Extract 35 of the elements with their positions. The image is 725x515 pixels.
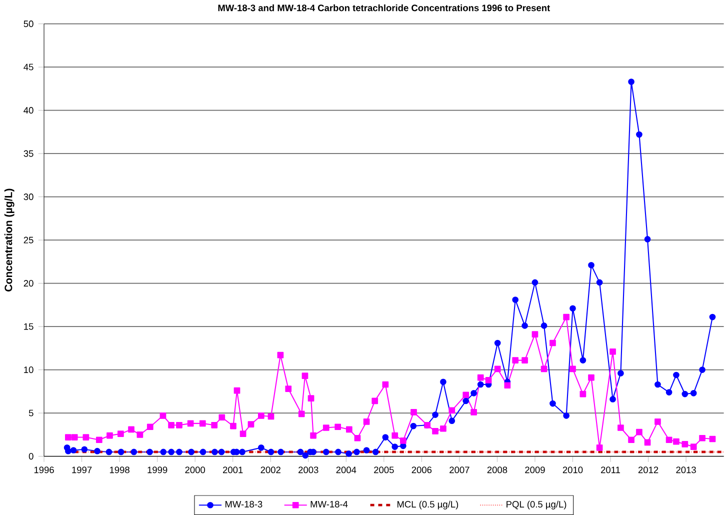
x-tick-label: 2002 bbox=[260, 466, 280, 474]
x-tick-label: 1996 bbox=[34, 466, 54, 474]
y-tick-label: 40 bbox=[24, 107, 34, 114]
y-tick-label: 35 bbox=[24, 150, 34, 157]
x-tick-label: 2003 bbox=[298, 466, 318, 474]
x-tick-label: 2010 bbox=[562, 466, 583, 474]
y-tick-label: 20 bbox=[24, 280, 34, 287]
legend-label: MCL (0.5 µg/L) bbox=[397, 500, 458, 510]
x-tick-label: 2013 bbox=[676, 466, 696, 474]
chart-title: MW-18-3 and MW-18-4 Carbon tetrachloride Concentrations 1996 to Present bbox=[218, 4, 550, 12]
y-tick-label: 30 bbox=[24, 194, 34, 200]
y-tick-label: 10 bbox=[24, 366, 34, 374]
y-tick-label: 15 bbox=[24, 323, 34, 330]
x-tick-label: 2011 bbox=[601, 466, 620, 474]
y-tick-label: 50 bbox=[24, 20, 34, 28]
x-tick-label: 1998 bbox=[110, 466, 130, 474]
x-tick-label: 2001 bbox=[223, 466, 243, 474]
x-tick-label: 2007 bbox=[450, 466, 470, 474]
x-tick-label: 2006 bbox=[412, 466, 432, 474]
y-tick-label: 45 bbox=[24, 64, 34, 70]
legend-label: MW-18-3 bbox=[225, 500, 262, 508]
y-tick-label: 5 bbox=[28, 410, 34, 416]
y-axis-title: Concentration (µg/L) bbox=[4, 188, 14, 292]
x-tick-label: 2008 bbox=[487, 466, 508, 474]
x-tick-label: 2004 bbox=[336, 466, 356, 474]
x-tick-label: 2012 bbox=[638, 466, 658, 474]
legend-label: MW-18-4 bbox=[310, 500, 348, 508]
x-tick-label: 1999 bbox=[148, 466, 168, 474]
x-tick-label: 2000 bbox=[185, 466, 206, 474]
legend-label: PQL (0.5 µg/L) bbox=[506, 500, 566, 510]
x-tick-label: 2005 bbox=[374, 466, 394, 474]
y-tick-label: 25 bbox=[24, 236, 34, 244]
x-tick-label: 2009 bbox=[525, 466, 545, 474]
y-tick-label: 0 bbox=[28, 453, 34, 460]
x-tick-label: 1997 bbox=[72, 466, 92, 474]
